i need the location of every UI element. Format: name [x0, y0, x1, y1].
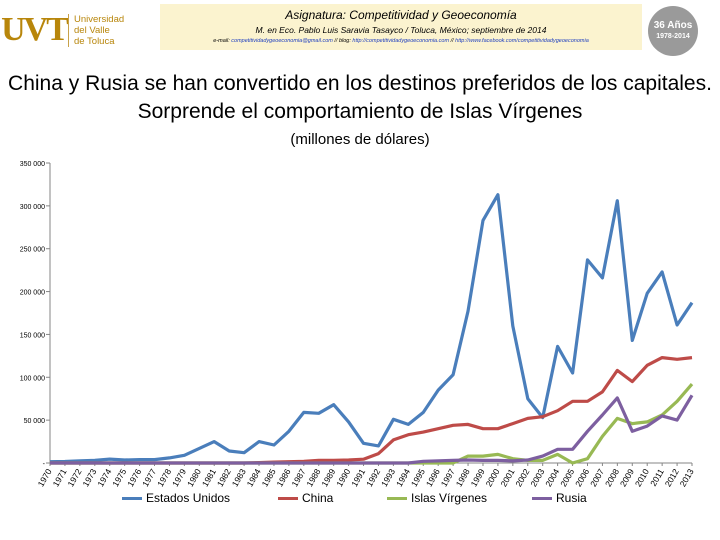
x-tick-label: 1988 — [304, 467, 322, 489]
legend-label: Rusia — [556, 491, 587, 505]
course-title: Asignatura: Competitividad y Geoeconomía — [285, 8, 517, 22]
x-tick-label: 1985 — [260, 467, 278, 489]
x-tick-label: 1989 — [319, 467, 337, 489]
x-tick-label: 1998 — [454, 467, 472, 489]
y-tick-label: 100 000 — [20, 375, 45, 382]
x-tick-label: 1976 — [125, 467, 143, 489]
contact-links: e-mail: competitividadygeoeconomia@gmail… — [160, 38, 642, 44]
y-tick-label: 200 000 — [20, 290, 45, 297]
chart-subtitle: (millones de dólares) — [290, 131, 430, 148]
x-tick-label: 2003 — [528, 467, 546, 489]
logo-text: Universidad del Valle de Toluca — [68, 13, 125, 47]
legend-item-islas-virgenes: Islas Vírgenes — [387, 491, 487, 505]
facebook-label: // — [450, 38, 454, 44]
x-tick-label: 1970 — [36, 467, 54, 489]
x-tick-label: 1971 — [51, 467, 69, 489]
legend-label: Estados Unidos — [146, 491, 231, 505]
x-tick-label: 1999 — [469, 467, 487, 489]
author-line: M. en Eco. Pablo Luis Saravia Tasayco / … — [255, 25, 547, 35]
course-info-box: Asignatura: Competitividad y Geoeconomía… — [160, 4, 642, 50]
chart-legend: Estados Unidos China Islas Vírgenes Rusia — [0, 491, 720, 509]
y-tick-label: 300 000 — [20, 204, 45, 211]
anniversary-seal: 36 Años 1978-2014 — [648, 6, 698, 56]
chart-title: China y Rusia se han convertido en los d… — [8, 72, 712, 123]
seal-line-1: 36 Años — [653, 20, 693, 31]
x-tick-label: 1977 — [140, 467, 158, 489]
y-tick-label: 50 000 — [24, 418, 46, 425]
x-tick-label: 1995 — [409, 467, 427, 489]
x-tick-label: 1981 — [200, 467, 218, 489]
legend-label: Islas Vírgenes — [411, 491, 488, 505]
x-tick-label: 1980 — [185, 467, 203, 489]
x-tick-label: 1974 — [95, 467, 113, 489]
email-label: e-mail: — [213, 38, 230, 44]
legend-label: China — [302, 491, 334, 505]
university-logo: UVT Universidad del Valle de Toluca — [1, 6, 126, 54]
x-tick-label: 1982 — [215, 467, 233, 489]
x-tick-label: 2009 — [618, 467, 636, 489]
series-line-rusia — [50, 394, 694, 465]
legend-item-rusia: Rusia — [532, 491, 587, 505]
legend-swatch — [122, 496, 142, 500]
x-tick-label: 2008 — [603, 467, 621, 489]
x-tick-label: 1984 — [245, 467, 263, 489]
logo-mark: UVT — [1, 11, 69, 48]
x-tick-label: 1991 — [349, 467, 367, 489]
logo-line-1: Universidad — [74, 13, 125, 25]
x-tick-label: 1994 — [394, 467, 412, 489]
email-link[interactable]: competitividadygeoeconomia@gmail.com — [231, 38, 333, 44]
x-tick-label: 1975 — [110, 467, 128, 489]
line-chart: - 50 000 100 000 150 000 200 000 250 000 300 0… — [20, 161, 696, 489]
x-tick-label: 2001 — [498, 467, 516, 489]
x-tick-label: 2010 — [633, 467, 651, 489]
y-tick-label: 150 000 — [20, 332, 45, 339]
blog-label: // blog: — [334, 38, 351, 44]
legend-swatch — [387, 496, 407, 500]
x-tick-label: 1986 — [274, 467, 292, 489]
x-tick-label: 2000 — [484, 467, 502, 489]
logo-line-2: del Valle — [74, 24, 110, 36]
x-tick-label: 1979 — [170, 467, 188, 489]
legend-swatch — [278, 496, 298, 500]
x-tick-label: 1993 — [379, 467, 397, 489]
x-tick-label: 2007 — [588, 467, 606, 489]
x-tick-label: 1987 — [289, 467, 307, 489]
x-tick-label: 2005 — [558, 467, 576, 489]
x-tick-label: 1983 — [230, 467, 248, 489]
y-tick-label: - — [43, 461, 46, 468]
logo-line-3: de Toluca — [74, 35, 115, 47]
y-tick-label: 250 000 — [20, 247, 45, 254]
legend-item-china: China — [278, 491, 333, 505]
x-tick-label: 1997 — [439, 467, 457, 489]
x-tick-label: 2013 — [678, 467, 696, 489]
x-tick-label: 1973 — [80, 467, 98, 489]
legend-item-estados-unidos: Estados Unidos — [122, 491, 230, 505]
x-tick-label: 1996 — [424, 467, 442, 489]
x-tick-label: 1990 — [334, 467, 352, 489]
x-tick-label: 2012 — [663, 467, 681, 489]
x-tick-label: 1972 — [65, 467, 83, 489]
series-line-estados-unidos — [49, 193, 694, 464]
blog-link[interactable]: http://competitividadygeoeconomia.com — [352, 38, 450, 44]
x-tick-label: 1978 — [155, 467, 173, 489]
x-tick-label: 2004 — [543, 467, 561, 489]
x-tick-label: 2002 — [513, 467, 531, 489]
x-tick-label: 2006 — [573, 467, 591, 489]
facebook-link[interactable]: http://www.facebook.com/competitividadyg… — [455, 38, 589, 44]
y-tick-label: 350 000 — [20, 161, 45, 168]
seal-line-2: 1978-2014 — [656, 33, 690, 40]
x-tick-label: 1992 — [364, 467, 382, 489]
legend-swatch — [532, 496, 552, 500]
